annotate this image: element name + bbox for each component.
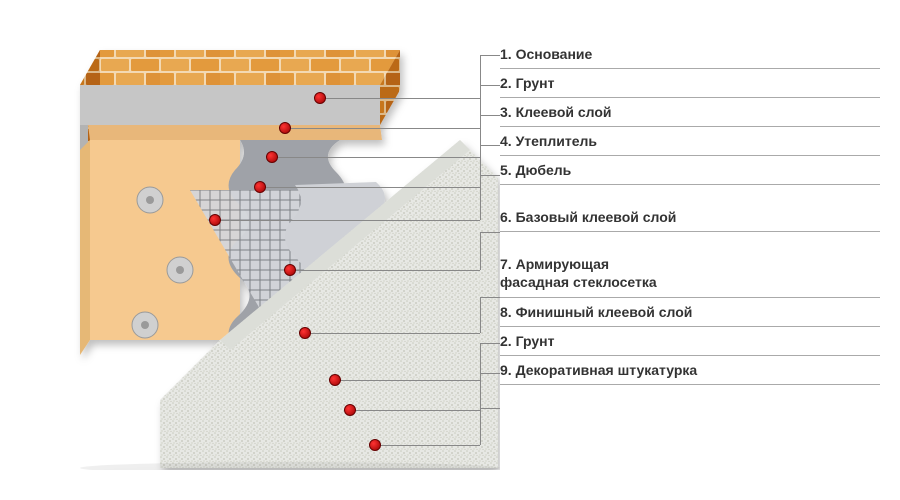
- marker-dot: [329, 374, 341, 386]
- marker-dot: [284, 264, 296, 276]
- legend-item-4: 4. Утеплитель: [500, 127, 880, 156]
- marker-dot: [369, 439, 381, 451]
- legend-item-8: 8. Финишный клеевой слой: [500, 298, 880, 327]
- legend-item-3: 3. Клеевой слой: [500, 98, 880, 127]
- wall-layers-illustration: [40, 30, 500, 470]
- legend-item-10: 9. Декоративная штукатурка: [500, 356, 880, 385]
- legend-item-9: 2. Грунт: [500, 327, 880, 356]
- marker-dot: [209, 214, 221, 226]
- marker-dot: [254, 181, 266, 193]
- legend: 1. Основание 2. Грунт 3. Клеевой слой 4.…: [500, 40, 880, 385]
- legend-item-5: 5. Дюбель: [500, 156, 880, 185]
- marker-dot: [266, 151, 278, 163]
- marker-dot: [279, 122, 291, 134]
- marker-dot: [314, 92, 326, 104]
- marker-dot: [344, 404, 356, 416]
- marker-dot: [299, 327, 311, 339]
- legend-item-1: 1. Основание: [500, 40, 880, 69]
- legend-item-7: 7. Армирующаяфасадная стеклосетка: [500, 250, 880, 298]
- wall-svg: [40, 30, 500, 470]
- legend-item-6: 6. Базовый клеевой слой: [500, 203, 880, 232]
- legend-item-2: 2. Грунт: [500, 69, 880, 98]
